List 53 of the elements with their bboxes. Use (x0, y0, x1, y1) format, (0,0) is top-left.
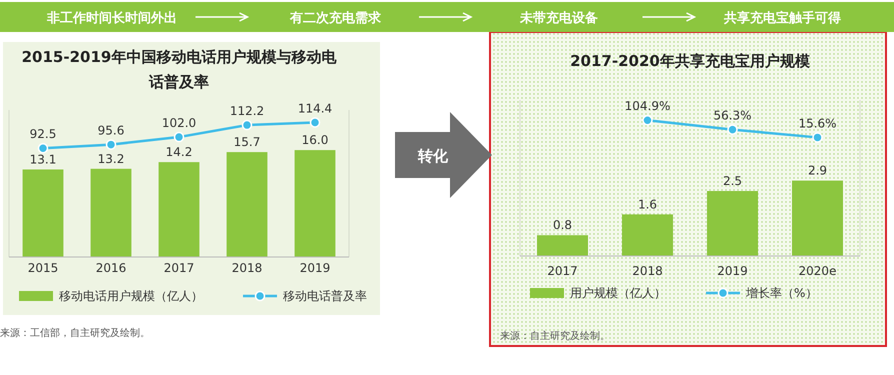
category-label: 2017 (164, 261, 194, 275)
text: 未带充电设备 (518, 10, 598, 26)
category-label: 2020e (798, 264, 836, 278)
text: 转化 (417, 147, 449, 165)
source-note: 来源：自主研究及绘制。 (500, 330, 610, 342)
category-label: 2019 (717, 264, 748, 278)
data-label: 114.4 (298, 101, 332, 116)
text: 有二次充电需求 (288, 10, 382, 26)
bar (622, 214, 673, 256)
point (174, 132, 184, 142)
point (310, 117, 320, 128)
data-label: 56.3% (713, 108, 752, 123)
chart-title: 2017-2020年共享充电宝用户规模 (570, 52, 811, 70)
data-label: 102.0 (162, 116, 196, 130)
data-label: 14.2 (166, 145, 192, 160)
bar (537, 235, 588, 256)
point (242, 120, 252, 130)
category-label: 2019 (300, 261, 330, 275)
source-note: 来源：工信部，自主研究及绘制。 (0, 327, 150, 339)
category-label: 2017 (547, 264, 578, 278)
category-label: 2016 (96, 261, 126, 275)
category-label: 2018 (632, 264, 663, 278)
data-label: 2.5 (722, 174, 742, 188)
data-label: 104.9% (624, 99, 670, 114)
data-label: 92.5 (30, 127, 56, 142)
bar (792, 180, 843, 256)
data-label: 15.6% (798, 116, 837, 130)
data-label: 95.6 (98, 124, 124, 138)
data-label: 0.8 (552, 218, 572, 232)
legend-label: 移动电话普及率 (283, 289, 367, 303)
point (38, 142, 48, 154)
bar (158, 162, 200, 257)
data-label: 13.1 (30, 152, 56, 166)
data-label: 1.6 (638, 197, 658, 212)
bar (226, 152, 268, 257)
bar (294, 150, 336, 257)
data-label: 15.7 (234, 135, 260, 150)
point (106, 139, 116, 150)
legend-label: 增长率（%） (745, 286, 818, 300)
legend-label: 移动电话用户规模（亿人） (59, 289, 203, 303)
bar (707, 191, 758, 256)
text: 共享充电宝触手可得 (722, 10, 841, 26)
data-label: 2.9 (808, 164, 828, 178)
text: 非工作时间长时间外出 (46, 11, 177, 26)
data-label: 13.2 (98, 152, 124, 166)
data-label: 16.0 (302, 133, 328, 148)
category-label: 2015 (28, 261, 58, 275)
chart-title: 2015-2019年中国移动电话用户规模与移动电话普及率 (22, 48, 338, 91)
bar (22, 169, 64, 257)
bar (90, 168, 132, 257)
data-label: 112.2 (230, 104, 264, 118)
category-label: 2018 (232, 261, 262, 275)
legend-label: 用户规模（亿人） (570, 286, 666, 300)
